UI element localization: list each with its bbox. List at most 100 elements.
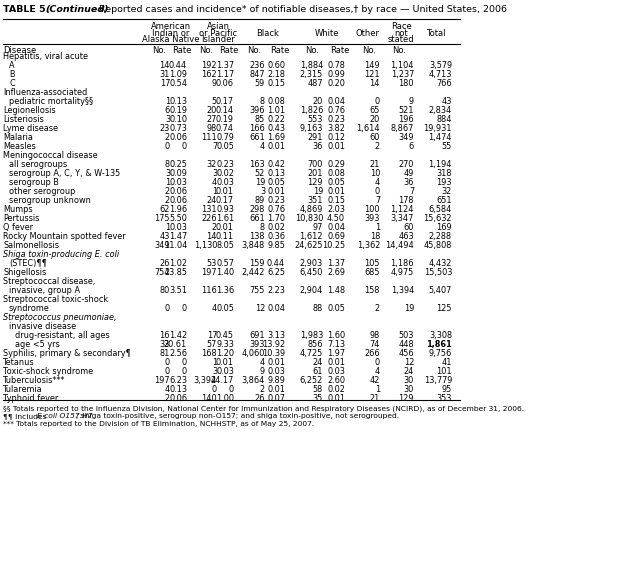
Text: 0: 0: [375, 187, 380, 196]
Text: 1.36: 1.36: [216, 286, 234, 295]
Text: 0.13: 0.13: [267, 169, 285, 178]
Text: 60: 60: [370, 133, 380, 142]
Text: 0.43: 0.43: [267, 124, 285, 133]
Text: 89: 89: [254, 196, 265, 205]
Text: 651: 651: [437, 196, 452, 205]
Text: 3.82: 3.82: [327, 124, 345, 133]
Text: 23.85: 23.85: [164, 268, 187, 277]
Text: 7: 7: [409, 187, 414, 196]
Text: 1,394: 1,394: [390, 286, 414, 295]
Text: 1,861: 1,861: [426, 340, 452, 349]
Text: 661: 661: [249, 214, 265, 223]
Text: 351: 351: [308, 196, 323, 205]
Text: Rate: Rate: [219, 46, 238, 55]
Text: 105: 105: [365, 259, 380, 268]
Text: 4,869: 4,869: [299, 205, 323, 214]
Text: 116: 116: [201, 286, 217, 295]
Text: 4: 4: [212, 304, 217, 313]
Text: 98: 98: [370, 331, 380, 340]
Text: 318: 318: [437, 169, 452, 178]
Text: 95: 95: [442, 385, 452, 394]
Text: 166: 166: [249, 124, 265, 133]
Text: Salmonellosis: Salmonellosis: [3, 241, 59, 250]
Text: 0.69: 0.69: [327, 232, 345, 241]
Text: 0.01: 0.01: [327, 394, 345, 403]
Text: E coli O157:H7: E coli O157:H7: [37, 414, 92, 419]
Text: 3: 3: [260, 187, 265, 196]
Text: 0: 0: [165, 358, 170, 367]
Text: 17: 17: [160, 79, 170, 88]
Text: serogroup unknown: serogroup unknown: [9, 196, 91, 205]
Text: 36: 36: [404, 178, 414, 187]
Text: 74: 74: [370, 340, 380, 349]
Text: 754: 754: [154, 268, 170, 277]
Text: 0.05: 0.05: [327, 178, 345, 187]
Text: 30: 30: [404, 376, 414, 385]
Text: 9.89: 9.89: [267, 376, 285, 385]
Text: 19: 19: [313, 187, 323, 196]
Text: 1,124: 1,124: [390, 205, 414, 214]
Text: 236: 236: [249, 61, 265, 70]
Text: Rocky Mountain spotted fever: Rocky Mountain spotted fever: [3, 232, 126, 241]
Text: 140: 140: [201, 394, 217, 403]
Text: 14: 14: [206, 232, 217, 241]
Text: 1,983: 1,983: [300, 331, 323, 340]
Text: 349: 349: [154, 241, 170, 250]
Text: 847: 847: [249, 70, 265, 79]
Text: 1.48: 1.48: [327, 286, 345, 295]
Text: No.: No.: [392, 46, 406, 55]
Text: TABLE 5.: TABLE 5.: [3, 5, 53, 14]
Text: 12: 12: [404, 358, 414, 367]
Text: 0.19: 0.19: [169, 106, 187, 115]
Text: 53: 53: [207, 259, 217, 268]
Text: 8.05: 8.05: [216, 241, 234, 250]
Text: 349: 349: [399, 133, 414, 142]
Text: No.: No.: [152, 46, 166, 55]
Text: 0.06: 0.06: [169, 394, 187, 403]
Text: 0.17: 0.17: [216, 97, 234, 106]
Text: 0.01: 0.01: [216, 187, 234, 196]
Text: 298: 298: [249, 205, 265, 214]
Text: invasive, group A: invasive, group A: [9, 286, 80, 295]
Text: 9: 9: [409, 97, 414, 106]
Text: 1.40: 1.40: [216, 268, 234, 277]
Text: 1: 1: [212, 358, 217, 367]
Text: serogroup B: serogroup B: [9, 178, 59, 187]
Text: 1,186: 1,186: [390, 259, 414, 268]
Text: 15,632: 15,632: [424, 214, 452, 223]
Text: Listeriosis: Listeriosis: [3, 115, 44, 124]
Text: 8,867: 8,867: [391, 124, 414, 133]
Text: Tularemia: Tularemia: [3, 385, 42, 394]
Text: 0: 0: [375, 358, 380, 367]
Text: Streptococcal toxic-shock: Streptococcal toxic-shock: [3, 295, 108, 304]
Text: serogroup A, C, Y, & W-135: serogroup A, C, Y, & W-135: [9, 169, 121, 178]
Text: 10.25: 10.25: [322, 241, 345, 250]
Text: Legionellosis: Legionellosis: [3, 106, 56, 115]
Text: 1: 1: [375, 223, 380, 232]
Text: Shigellosis: Shigellosis: [3, 268, 46, 277]
Text: 521: 521: [399, 106, 414, 115]
Text: 0.06: 0.06: [169, 187, 187, 196]
Text: 7: 7: [375, 196, 380, 205]
Text: 0.36: 0.36: [267, 232, 285, 241]
Text: 19: 19: [404, 304, 414, 313]
Text: 1,104: 1,104: [390, 61, 414, 70]
Text: Rate: Rate: [330, 46, 349, 55]
Text: 0: 0: [182, 358, 187, 367]
Text: 1.00: 1.00: [216, 394, 234, 403]
Text: 0.01: 0.01: [216, 223, 234, 232]
Text: 26: 26: [254, 394, 265, 403]
Text: 9.85: 9.85: [267, 241, 285, 250]
Text: Race: Race: [390, 22, 412, 31]
Text: 32: 32: [442, 187, 452, 196]
Text: 1,884: 1,884: [299, 61, 323, 70]
Text: 8: 8: [165, 160, 170, 169]
Text: other serogroup: other serogroup: [9, 187, 76, 196]
Text: 2,903: 2,903: [300, 259, 323, 268]
Text: 266: 266: [364, 349, 380, 358]
Text: 0.03: 0.03: [216, 178, 234, 187]
Text: 1.09: 1.09: [169, 70, 187, 79]
Text: 33: 33: [160, 340, 170, 349]
Text: Black: Black: [256, 28, 279, 37]
Text: Syphilis, primary & secondary¶: Syphilis, primary & secondary¶: [3, 349, 131, 358]
